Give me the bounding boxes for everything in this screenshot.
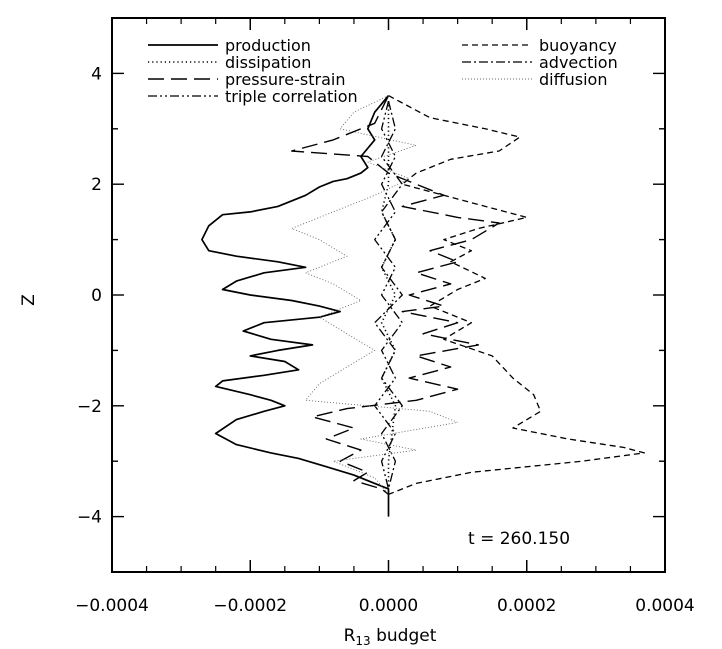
y-tick-label: 4 xyxy=(91,64,102,84)
legend-label-triple-correlation: triple correlation xyxy=(225,87,358,106)
series-triple-correlation xyxy=(374,100,403,490)
legend-label-dissipation: dissipation xyxy=(225,53,311,72)
series-advection xyxy=(374,100,403,490)
series-diffusion xyxy=(291,95,459,495)
x-tick-label: −0.0002 xyxy=(213,596,287,616)
ticks-layer: −0.0004 −0.0002 0.0000 0.0002 0.0004 −4 −2 0 2 4 xyxy=(75,17,695,616)
x-tick-label: 0.0000 xyxy=(359,596,418,616)
series-production xyxy=(201,95,390,517)
annotation-time: t = 260.150 xyxy=(468,529,570,549)
legend-label-buoyancy: buoyancy xyxy=(539,36,617,55)
x-axis-title: R13 budget xyxy=(344,626,437,648)
legend-label-pressure-strain: pressure-strain xyxy=(225,70,345,89)
series-pressure-strain xyxy=(291,95,500,495)
legend-label-advection: advection xyxy=(539,53,618,72)
x-tick-label: −0.0004 xyxy=(75,596,149,616)
y-tick-label: −4 xyxy=(77,508,102,528)
x-tick-label: 0.0002 xyxy=(497,596,556,616)
x-axis-title-suffix: budget xyxy=(371,626,437,646)
legend-label-production: production xyxy=(225,36,311,55)
legend: productiondissipationpressure-straintrip… xyxy=(148,36,618,106)
series-buoyancy xyxy=(388,95,645,496)
x-axis-title-subscript: 13 xyxy=(355,634,370,648)
x-tick-label: 0.0004 xyxy=(635,596,694,616)
legend-label-diffusion: diffusion xyxy=(539,70,607,89)
y-tick-label: −2 xyxy=(77,397,102,417)
y-tick-label: 0 xyxy=(91,286,102,306)
y-tick-label: 2 xyxy=(91,175,102,195)
y-axis-title: Z xyxy=(19,294,39,306)
x-axis-title-main: R xyxy=(344,626,356,646)
series-layer xyxy=(201,95,645,517)
